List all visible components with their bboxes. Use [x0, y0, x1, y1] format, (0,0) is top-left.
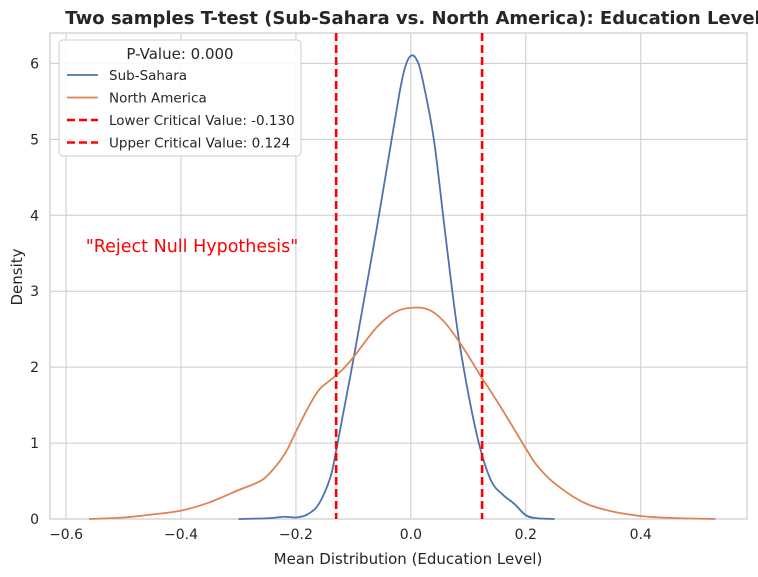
- series-line-sub-sahara: [238, 54, 555, 520]
- legend-label: North America: [109, 91, 207, 107]
- x-tick-label: 0.4: [630, 527, 652, 543]
- x-tick-label: 0.0: [400, 527, 422, 543]
- legend-title: P-Value: 0.000: [126, 45, 233, 63]
- x-axis-label: Mean Distribution (Education Level): [274, 550, 543, 568]
- y-ticks: 0 1 2 3 4 5 6: [30, 56, 39, 528]
- y-tick-label: 2: [30, 360, 39, 376]
- x-tick-label: 0.2: [515, 527, 537, 543]
- reject-null-annotation: "Reject Null Hypothesis": [86, 237, 299, 257]
- y-tick-label: 0: [30, 512, 39, 528]
- series-line-north-america: [89, 306, 716, 520]
- legend-label: Upper Critical Value: 0.124: [109, 136, 290, 152]
- x-tick-label: −0.2: [279, 527, 313, 543]
- legend: P-Value: 0.000 Sub-Sahara North America Lo…: [58, 39, 302, 157]
- y-axis-label: Density: [8, 248, 26, 305]
- series-layer: [89, 54, 716, 520]
- critical-lines: [334, 33, 484, 519]
- y-tick-label: 5: [30, 132, 39, 148]
- legend-box: [58, 39, 302, 157]
- y-tick-label: 3: [30, 284, 39, 300]
- x-tick-label: −0.6: [49, 527, 83, 543]
- x-ticks: −0.6 −0.4 −0.2 0.0 0.2 0.4: [49, 527, 652, 543]
- y-tick-label: 1: [30, 436, 39, 452]
- y-tick-label: 6: [30, 56, 39, 72]
- chart-title: Two samples T-test (Sub-Sahara vs. North…: [65, 8, 758, 29]
- legend-label: Lower Critical Value: -0.130: [109, 113, 295, 129]
- y-tick-label: 4: [30, 208, 39, 224]
- legend-label: Sub-Sahara: [109, 68, 187, 84]
- legend-entries: Sub-Sahara North America Lower Critical Va…: [67, 68, 295, 152]
- plot-frame: [49, 32, 748, 520]
- x-tick-label: −0.4: [164, 527, 198, 543]
